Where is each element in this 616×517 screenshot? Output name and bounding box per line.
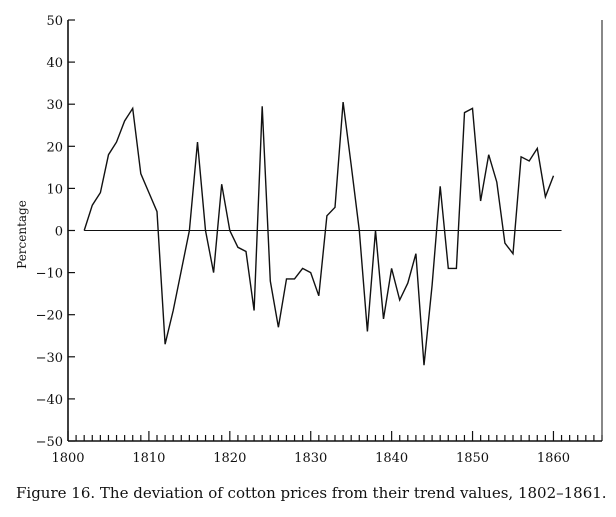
y-tick-label: −30 (36, 351, 63, 366)
x-tick-label: 1850 (456, 451, 489, 466)
y-tick-label: 40 (46, 56, 63, 71)
y-tick-label: 50 (46, 14, 63, 29)
y-tick-label: 0 (55, 225, 63, 240)
y-axis-ticks: 50 40 30 20 10 0 −10 −20 −30 −40 −50 (36, 14, 75, 450)
y-axis-label: Percentage (15, 200, 29, 269)
y-tick-label: 20 (46, 140, 63, 155)
series-layer (83, 102, 555, 366)
series-line (83, 102, 555, 366)
y-tick-label: 30 (46, 98, 63, 113)
x-tick-label: 1800 (51, 451, 84, 466)
x-tick-label: 1840 (375, 451, 408, 466)
x-tick-label: 1820 (213, 451, 246, 466)
y-tick-label: −50 (36, 435, 63, 450)
x-tick-label: 1810 (132, 451, 165, 466)
y-tick-label: 10 (46, 182, 63, 197)
x-tick-label: 1860 (537, 451, 570, 466)
y-tick-label: −10 (36, 267, 63, 282)
y-tick-label: −20 (36, 309, 63, 324)
x-axis-ticks: 1800 1810 1820 1830 1840 1850 1860 (51, 431, 603, 466)
figure-caption: Figure 16. The deviation of cotton price… (16, 484, 607, 502)
x-tick-label: 1830 (294, 451, 327, 466)
y-tick-label: −40 (36, 393, 63, 408)
